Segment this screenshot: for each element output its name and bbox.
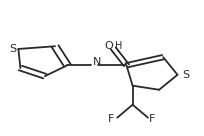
Text: F: F [108,114,114,124]
Text: O: O [105,41,113,51]
Text: N: N [93,57,101,67]
Text: S: S [10,44,17,54]
Text: S: S [183,70,190,80]
Text: F: F [149,114,155,124]
Text: H: H [115,41,123,51]
